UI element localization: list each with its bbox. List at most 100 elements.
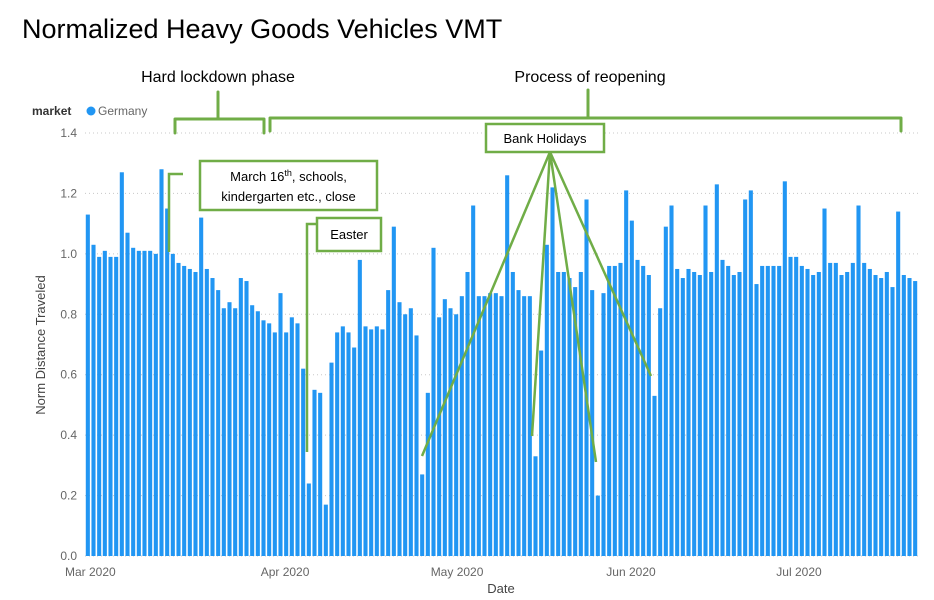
y-tick-label: 1.4: [60, 126, 77, 140]
bar: [482, 296, 487, 556]
legend-label-germany: Germany: [98, 104, 147, 118]
bar: [306, 483, 311, 556]
bar: [839, 275, 844, 556]
bar: [884, 271, 889, 556]
bar: [612, 265, 617, 556]
bar: [590, 290, 595, 556]
bar: [862, 262, 867, 556]
x-tick-label: Jul 2020: [776, 565, 822, 579]
bar: [850, 262, 855, 556]
bar: [703, 205, 708, 556]
bank-holiday-rays: [420, 151, 653, 463]
bar: [199, 217, 204, 556]
bar: [476, 296, 481, 556]
bank-holiday-ray: [420, 151, 552, 457]
bar: [618, 262, 623, 556]
x-axis-ticks: Mar 2020 Apr 2020 May 2020 Jun 2020 Jul 2020: [65, 565, 822, 579]
bar: [867, 268, 872, 556]
bank-holiday-ray: [548, 151, 653, 377]
bar: [176, 262, 181, 556]
bar: [386, 290, 391, 556]
bar: [448, 308, 453, 556]
bar: [697, 275, 702, 556]
bar: [692, 271, 697, 556]
bar: [465, 271, 470, 556]
bar: [193, 271, 198, 556]
bar: [414, 335, 419, 556]
bar: [816, 271, 821, 556]
bar: [374, 326, 379, 556]
y-axis-ticks: 0.0 0.2 0.4 0.6 0.8 1.0 1.2 1.4: [60, 126, 77, 563]
bar: [210, 278, 215, 556]
bar: [437, 317, 442, 556]
bar: [136, 250, 141, 556]
bar: [170, 253, 175, 557]
bar: [97, 256, 102, 556]
bar: [799, 265, 804, 556]
bar: [641, 265, 646, 556]
bar: [635, 259, 640, 556]
bar: [216, 290, 221, 556]
bar: [624, 190, 629, 556]
bar: [114, 256, 119, 556]
phase-label-reopening: Process of reopening: [514, 69, 665, 86]
bar: [533, 456, 538, 556]
x-axis-label: Date: [487, 581, 514, 596]
easter-callout-label: Easter: [330, 227, 368, 242]
bar: [658, 308, 663, 556]
bar: [822, 208, 827, 557]
bar: [675, 268, 680, 556]
bar: [165, 208, 170, 557]
bar: [516, 290, 521, 556]
bar: [709, 271, 714, 556]
bar-series-germany: [85, 169, 918, 557]
bar: [913, 281, 918, 556]
bar: [499, 296, 504, 556]
phase-label-lockdown: Hard lockdown phase: [141, 69, 295, 86]
bar: [363, 326, 368, 556]
x-tick-label: May 2020: [431, 565, 484, 579]
y-tick-label: 0.4: [60, 428, 77, 442]
bar: [272, 332, 277, 556]
bar: [833, 262, 838, 556]
bar: [85, 214, 90, 556]
bar: [584, 199, 589, 556]
chart-title: Normalized Heavy Goods Vehicles VMT: [22, 14, 502, 44]
bar: [187, 268, 192, 556]
bar: [663, 226, 668, 556]
y-tick-label: 1.2: [60, 186, 77, 200]
bar: [578, 271, 583, 556]
bar: [238, 278, 243, 556]
bar: [629, 220, 634, 556]
bar: [352, 347, 357, 556]
bank-holiday-ray: [530, 151, 552, 437]
bar: [403, 314, 408, 556]
bar: [108, 256, 113, 556]
bar: [289, 317, 294, 556]
march16-callout-line1: March 16th, schools,: [230, 168, 347, 184]
march16-callout-box: [198, 159, 379, 212]
bar: [782, 181, 787, 556]
bar: [204, 268, 209, 556]
bar: [102, 250, 107, 556]
bar: [754, 284, 759, 556]
bar: [131, 247, 136, 556]
bar: [748, 190, 753, 556]
bar: [686, 268, 691, 556]
x-tick-label: Apr 2020: [261, 565, 310, 579]
bar: [153, 253, 158, 557]
bar: [567, 278, 572, 556]
bar: [771, 265, 776, 556]
bar: [601, 293, 606, 556]
bar: [720, 259, 725, 556]
x-tick-label: Jun 2020: [606, 565, 656, 579]
bar: [907, 278, 912, 556]
y-axis-label: Norm Distance Traveled: [33, 275, 48, 414]
lockdown-brace: [173, 90, 266, 135]
bar: [312, 389, 317, 556]
bar: [737, 271, 742, 556]
bar: [250, 305, 255, 556]
bar: [125, 232, 130, 556]
bar: [420, 474, 425, 556]
bar: [233, 308, 238, 556]
